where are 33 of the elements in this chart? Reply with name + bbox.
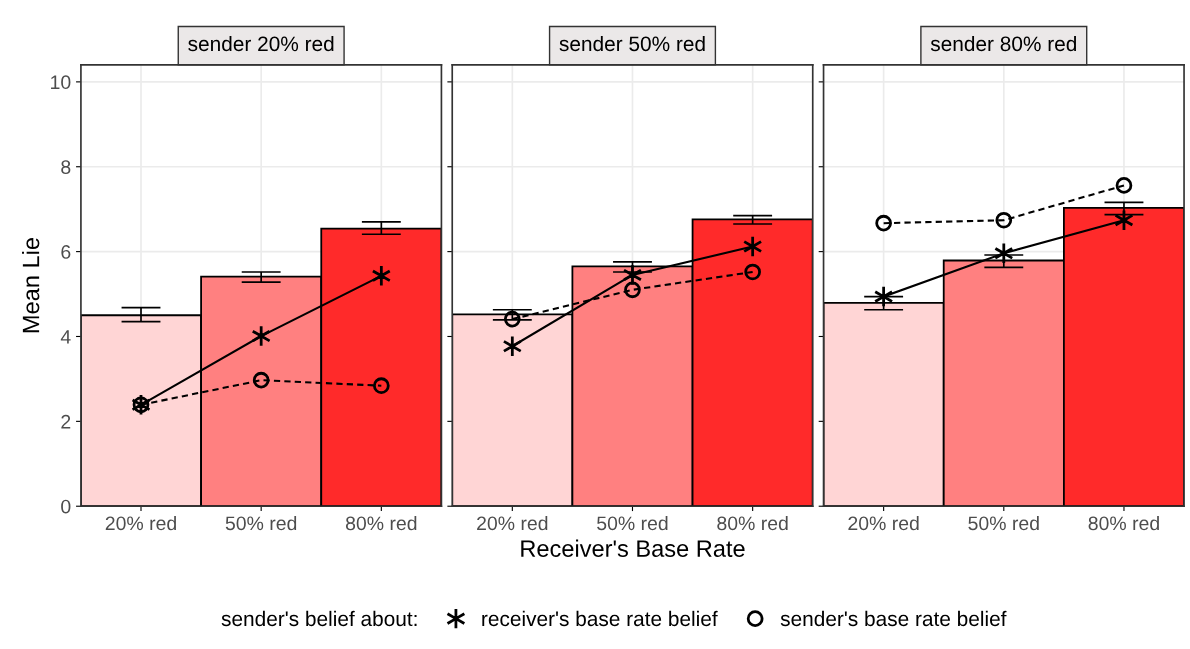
point xyxy=(251,324,271,348)
point xyxy=(1115,177,1133,194)
chart-title: sender 20% red xyxy=(188,35,334,52)
x-tick-label: 80% red xyxy=(1088,515,1159,531)
point xyxy=(624,281,641,299)
legend-title: sender's belief about: xyxy=(221,610,417,627)
y-tick-label: 8 xyxy=(61,160,71,174)
x-tick-label: 80% red xyxy=(345,515,417,531)
x-tick-label: 20% red xyxy=(848,515,919,531)
x-tick-label: 20% red xyxy=(105,515,176,531)
legend-label: receiver's base rate belief xyxy=(482,610,718,627)
point xyxy=(503,310,521,328)
x-tick-label: 50% red xyxy=(225,515,297,531)
point xyxy=(252,371,270,389)
x-tick-label: 50% red xyxy=(968,515,1039,531)
y-tick-label: 0 xyxy=(61,499,71,514)
y-axis-title: Mean Lie xyxy=(22,238,40,333)
x-axis-title: Receiver's Base Rate xyxy=(521,539,745,557)
x-tick-label: 20% red xyxy=(477,515,548,531)
chart-title: sender 80% red xyxy=(930,35,1077,52)
x-tick-label: 80% red xyxy=(717,515,788,531)
y-tick-label: 10 xyxy=(51,75,71,90)
point xyxy=(371,264,392,287)
point xyxy=(373,377,390,395)
legend-label: sender's base rate belief xyxy=(780,610,1007,627)
y-tick-label: 6 xyxy=(61,245,71,259)
point xyxy=(995,211,1013,229)
y-tick-label: 2 xyxy=(61,414,71,429)
point xyxy=(744,263,761,281)
point xyxy=(875,214,892,232)
chart-title: sender 50% red xyxy=(559,35,705,52)
y-tick-label: 4 xyxy=(60,330,71,344)
x-tick-label: 50% red xyxy=(597,515,668,531)
